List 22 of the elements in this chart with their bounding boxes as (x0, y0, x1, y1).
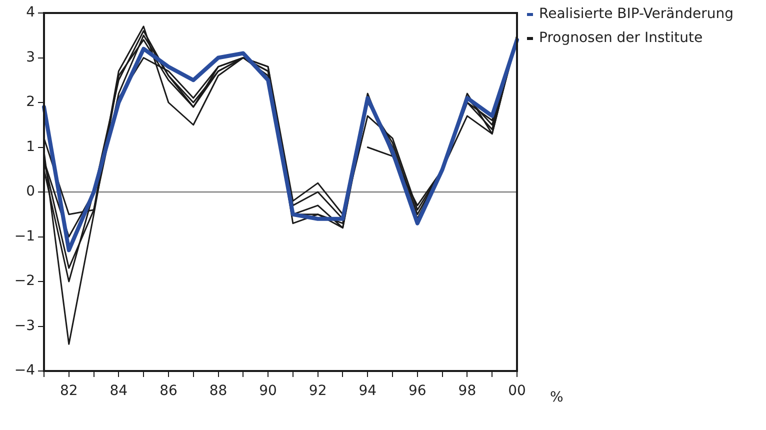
x-tick-label: 86 (160, 383, 178, 400)
x-tick-label: 90 (259, 383, 277, 400)
x-tick-label: 88 (209, 383, 228, 400)
legend-label: Prognosen der Institute (539, 30, 703, 46)
y-tick-label: −4 (14, 362, 36, 379)
x-tick-label: 92 (308, 383, 327, 400)
y-tick-label: 2 (26, 94, 35, 110)
legend-label: Realisierte BIP-Veränderung (539, 6, 734, 22)
x-tick-label: 84 (110, 383, 128, 400)
y-tick-label: −2 (14, 273, 35, 290)
x-tick-label: 82 (60, 383, 78, 400)
y-tick-label: 3 (26, 49, 35, 66)
y-tick-label: 4 (26, 4, 36, 21)
x-tick-label: 98 (458, 383, 476, 400)
x-tick-label: 94 (358, 383, 377, 400)
y-tick-label: 1 (26, 138, 35, 155)
x-tick-label: 96 (408, 383, 426, 400)
y-tick-label: −3 (14, 318, 35, 334)
x-tick-label: 00 (508, 383, 526, 400)
x-axis-title: % (550, 390, 564, 406)
y-tick-label: 0 (26, 184, 35, 200)
y-tick-label: −1 (14, 228, 35, 244)
